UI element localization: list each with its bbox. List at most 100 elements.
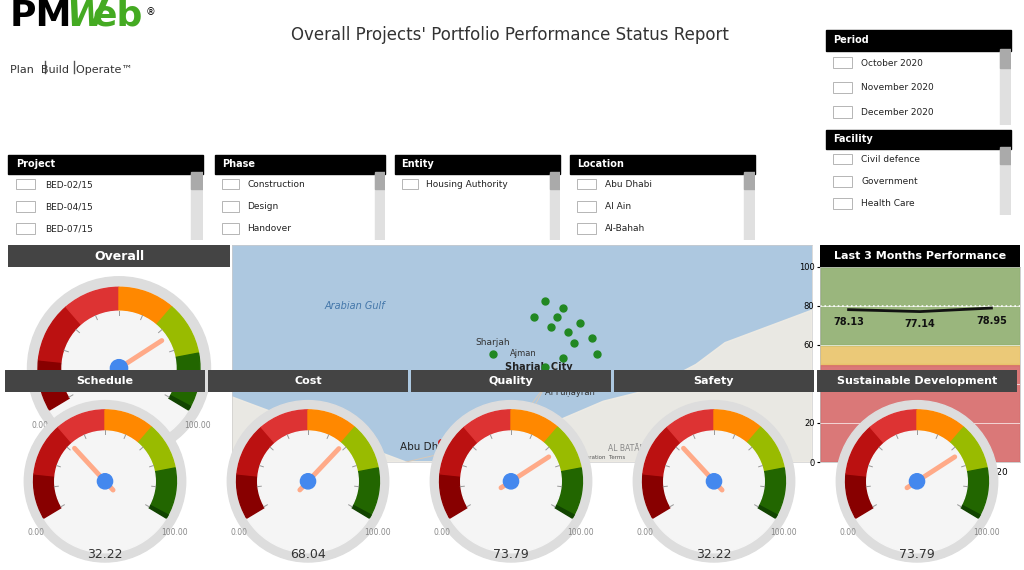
Text: Al-Bahah: Al-Bahah <box>605 225 645 234</box>
Wedge shape <box>168 395 190 410</box>
Wedge shape <box>38 360 70 409</box>
Wedge shape <box>950 428 987 472</box>
Wedge shape <box>846 474 873 517</box>
Text: 100.00: 100.00 <box>184 421 211 430</box>
Text: 32.22: 32.22 <box>87 548 123 560</box>
Circle shape <box>54 431 156 532</box>
Text: PM: PM <box>10 0 73 33</box>
Bar <box>999 51 1011 125</box>
Circle shape <box>504 474 518 489</box>
Text: W: W <box>66 0 105 33</box>
Bar <box>401 179 418 189</box>
Text: Plan  Build  Operate™: Plan Build Operate™ <box>10 65 132 75</box>
Wedge shape <box>758 468 785 517</box>
Wedge shape <box>440 428 478 476</box>
Text: Overall Projects' Portfolio Performance Status Report: Overall Projects' Portfolio Performance … <box>291 26 729 44</box>
Circle shape <box>28 277 211 460</box>
Text: 77.14: 77.14 <box>904 319 935 329</box>
Text: Ajman: Ajman <box>510 349 538 358</box>
Bar <box>999 149 1011 215</box>
Circle shape <box>837 401 997 562</box>
Circle shape <box>111 360 128 377</box>
Text: 32.22: 32.22 <box>696 548 732 560</box>
Wedge shape <box>651 506 671 518</box>
Wedge shape <box>642 474 671 517</box>
Circle shape <box>846 410 988 553</box>
Wedge shape <box>138 428 175 472</box>
Text: ®: ® <box>146 7 156 17</box>
Text: 0.00: 0.00 <box>32 421 49 430</box>
Bar <box>826 130 1011 149</box>
Circle shape <box>34 410 176 553</box>
Circle shape <box>97 474 113 489</box>
Text: Phase: Phase <box>222 160 255 169</box>
Bar <box>550 172 560 189</box>
Wedge shape <box>746 428 784 472</box>
Bar <box>578 179 596 189</box>
Wedge shape <box>643 428 681 476</box>
Circle shape <box>237 410 380 553</box>
Bar <box>191 172 203 189</box>
Wedge shape <box>148 468 176 517</box>
Bar <box>834 82 852 93</box>
Wedge shape <box>961 468 988 517</box>
Bar <box>999 147 1011 164</box>
Text: BED-02/15: BED-02/15 <box>45 180 93 189</box>
Text: 100.00: 100.00 <box>973 528 999 536</box>
Text: Abu Dhabi: Abu Dhabi <box>605 180 652 189</box>
Wedge shape <box>48 396 70 410</box>
Wedge shape <box>157 307 199 357</box>
Bar <box>578 201 596 211</box>
Circle shape <box>909 474 925 489</box>
Circle shape <box>664 431 764 532</box>
Bar <box>834 198 852 209</box>
Text: Al Fuḥayrah: Al Fuḥayrah <box>545 388 595 397</box>
Text: Location: Location <box>578 160 625 169</box>
Text: Handover: Handover <box>248 225 291 234</box>
Bar <box>834 107 852 118</box>
Bar <box>375 174 385 240</box>
Wedge shape <box>237 428 275 476</box>
Text: Last 3 Months Performance: Last 3 Months Performance <box>834 251 1006 261</box>
Text: Abu Dhabi: Abu Dhabi <box>400 442 455 452</box>
Text: Dubai: Dubai <box>475 381 506 391</box>
Bar <box>8 155 203 174</box>
Wedge shape <box>308 410 354 443</box>
Bar <box>834 154 852 164</box>
Bar <box>395 155 560 174</box>
Text: Gulf of Oman: Gulf of Oman <box>706 451 756 460</box>
Bar <box>222 223 239 234</box>
Text: 0.00: 0.00 <box>636 528 653 536</box>
Wedge shape <box>511 410 558 443</box>
Wedge shape <box>870 410 918 443</box>
Text: Schedule: Schedule <box>77 376 133 386</box>
Text: ⒱ Bing: ⒱ Bing <box>250 445 276 453</box>
Text: Sharjah City: Sharjah City <box>505 361 572 372</box>
Text: Sharjah: Sharjah <box>475 338 510 347</box>
Wedge shape <box>34 428 72 476</box>
Bar <box>578 223 596 234</box>
Wedge shape <box>261 410 308 443</box>
Wedge shape <box>918 410 964 443</box>
Bar <box>743 172 755 189</box>
Bar <box>550 174 560 240</box>
Text: 73.79: 73.79 <box>101 444 137 457</box>
Text: 0.00: 0.00 <box>433 528 450 536</box>
Text: 0.00: 0.00 <box>230 528 247 536</box>
Bar <box>191 174 203 240</box>
Wedge shape <box>246 506 265 518</box>
Bar <box>820 267 1020 345</box>
Text: Construction: Construction <box>248 180 305 189</box>
Wedge shape <box>449 506 468 518</box>
Wedge shape <box>34 474 61 517</box>
Wedge shape <box>854 506 873 518</box>
Wedge shape <box>43 506 61 518</box>
Bar <box>570 155 755 174</box>
Wedge shape <box>341 428 378 472</box>
Wedge shape <box>351 505 371 518</box>
Wedge shape <box>105 410 152 443</box>
Text: 68.04: 68.04 <box>290 548 326 560</box>
Text: © 2020 TomTom © 2020 HERE. © 2020 Microsoft Corporation  Terms: © 2020 TomTom © 2020 HERE. © 2020 Micros… <box>435 454 626 460</box>
Circle shape <box>461 431 561 532</box>
Text: Overall: Overall <box>94 250 144 263</box>
